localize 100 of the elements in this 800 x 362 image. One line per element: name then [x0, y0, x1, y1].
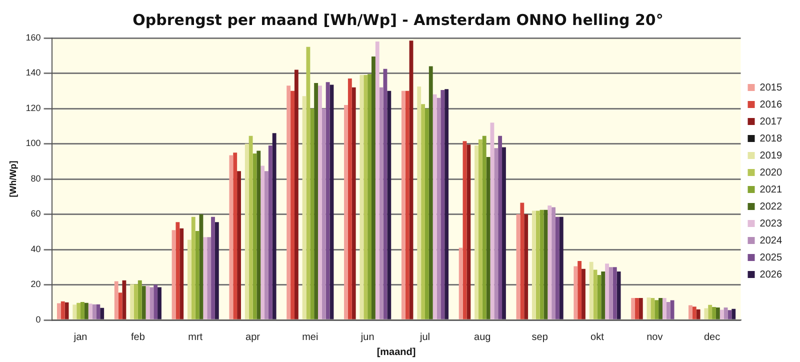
bar [605, 264, 609, 320]
x-tick-label: nov [646, 332, 663, 343]
bar [150, 287, 154, 320]
bar [180, 228, 184, 320]
bar [264, 171, 268, 320]
bar [498, 136, 502, 320]
x-tick-label: sep [532, 332, 548, 343]
bar [635, 298, 639, 320]
bar [432, 94, 437, 320]
bar [322, 108, 326, 320]
bar [211, 216, 215, 320]
bar [608, 267, 613, 320]
bar [532, 210, 536, 320]
bar [574, 266, 578, 320]
bar [260, 166, 265, 320]
bar [417, 86, 422, 320]
bar [360, 75, 364, 320]
bar [248, 136, 253, 320]
bar [658, 298, 662, 320]
bar [96, 304, 100, 320]
bar [80, 302, 84, 320]
bar [494, 148, 498, 320]
bar [524, 214, 528, 320]
bar [154, 284, 158, 320]
y-tick-label: 80 [30, 173, 41, 184]
bar [646, 297, 651, 320]
bar [556, 216, 560, 320]
x-axis-title: [maand] [376, 346, 416, 358]
y-tick-label: 40 [30, 244, 41, 254]
y-tick-label: 20 [30, 279, 41, 290]
bar [662, 298, 666, 320]
bar [654, 300, 659, 320]
bar [548, 205, 552, 320]
bar [720, 310, 724, 320]
legend-label: 2015 [760, 82, 782, 94]
bar [670, 300, 674, 320]
x-tick-label: apr [246, 332, 261, 343]
bar [56, 303, 61, 320]
bar [712, 306, 716, 320]
bar [478, 139, 482, 320]
bar [122, 280, 126, 320]
bar [306, 46, 310, 320]
bar [203, 237, 208, 320]
bar [142, 286, 146, 320]
legend-label: 2020 [760, 167, 782, 178]
bar [405, 90, 410, 320]
legend-label: 2016 [760, 99, 782, 110]
bar [138, 280, 142, 320]
bar [638, 298, 643, 320]
x-tick-label: jan [72, 332, 88, 343]
y-tick-label: 60 [30, 208, 41, 219]
bar [375, 42, 380, 320]
bar [401, 90, 406, 320]
bar [458, 248, 463, 320]
bar [256, 150, 261, 320]
y-tick-label: 100 [26, 138, 41, 148]
bar [344, 104, 348, 320]
bar [286, 86, 291, 320]
legend-label: 2026 [760, 269, 782, 280]
bar [616, 272, 621, 320]
bar [428, 66, 433, 320]
legend-label: 2021 [760, 184, 782, 196]
x-tick-label: okt [590, 332, 604, 343]
legend-label: 2017 [760, 116, 782, 128]
x-tick-label: mei [302, 332, 318, 343]
bar [696, 309, 700, 320]
bar [92, 304, 96, 320]
bar [502, 147, 506, 320]
bar [195, 230, 200, 320]
bar [612, 267, 617, 320]
bar [310, 108, 314, 320]
bar [352, 87, 356, 320]
chart-title: Opbrengst per maand [Wh/Wp] - Amsterdam ONNO helling 20° [132, 10, 664, 29]
legend-label: 2022 [760, 201, 782, 212]
bar [134, 284, 138, 320]
bar [387, 90, 392, 320]
bar [708, 304, 712, 320]
bar [100, 308, 104, 320]
bar [474, 146, 478, 320]
bar [268, 146, 272, 320]
bar [444, 89, 449, 320]
bar [578, 260, 582, 320]
bar [728, 310, 732, 320]
bar [237, 171, 241, 320]
bar [650, 298, 655, 320]
bar [229, 155, 234, 320]
bar [597, 275, 602, 320]
bar [559, 216, 564, 320]
bar [176, 222, 180, 320]
x-tick-label: aug [474, 332, 491, 343]
x-tick-label: jul [418, 332, 430, 343]
bar [364, 75, 368, 320]
bar [64, 302, 69, 320]
bar [704, 308, 708, 320]
bar [146, 286, 150, 320]
bar [631, 298, 636, 320]
bar [520, 202, 524, 320]
bar [666, 302, 670, 320]
bar [692, 306, 696, 320]
bar [421, 104, 425, 320]
